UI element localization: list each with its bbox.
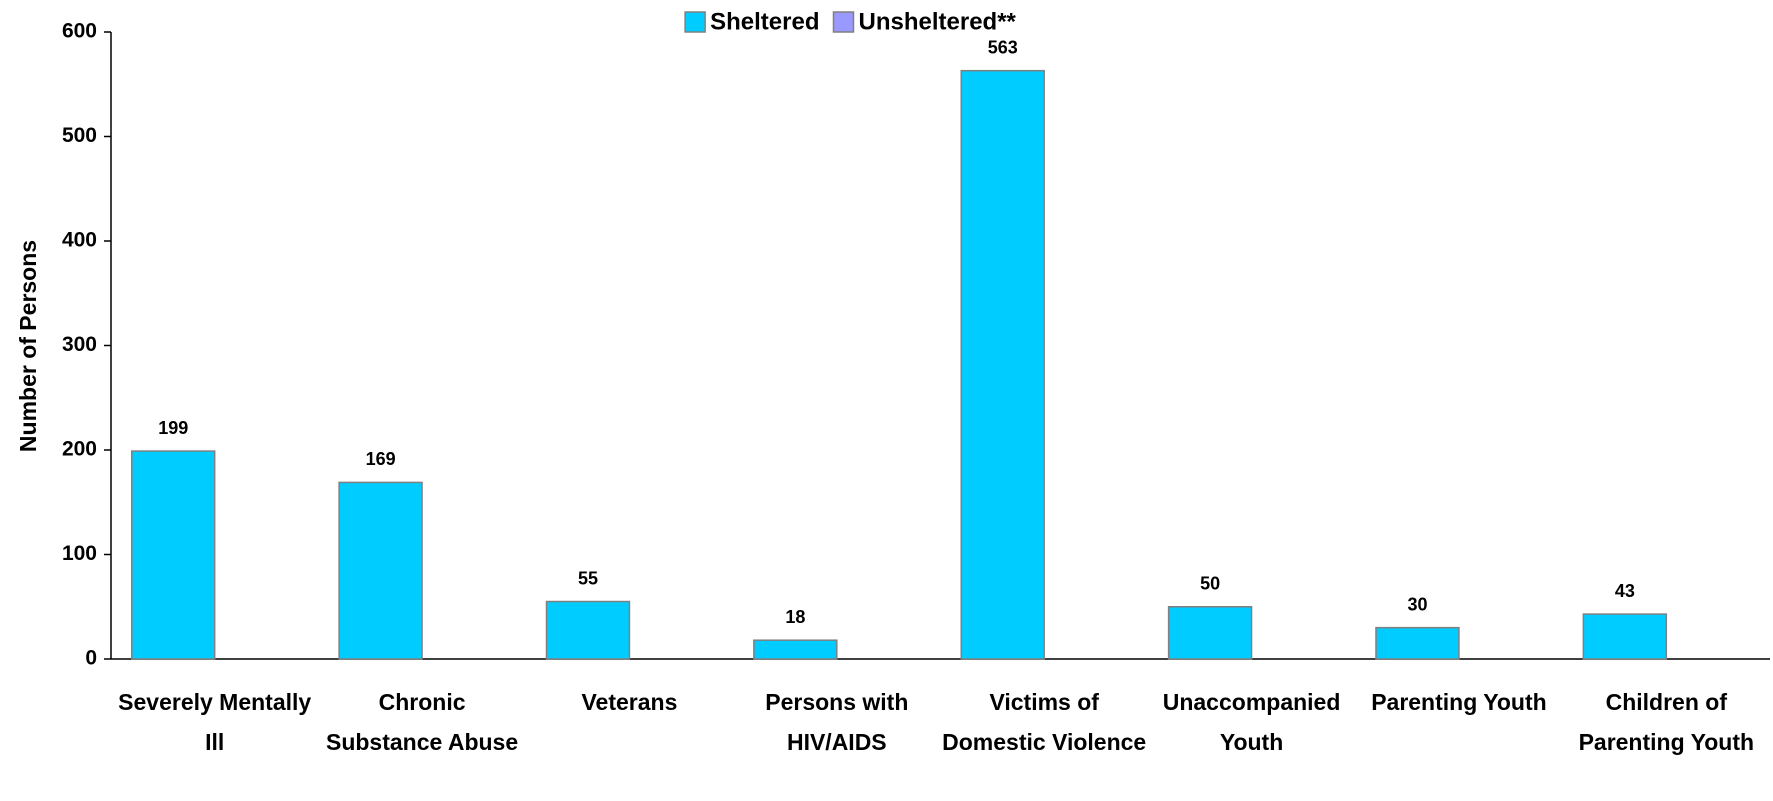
x-tick-label-line: Parenting Youth [1371, 689, 1547, 715]
value-label: 43 [1615, 581, 1635, 601]
y-tick-label: 500 [62, 124, 97, 147]
value-label: 18 [785, 607, 805, 627]
x-tick-label: Victims of Domestic Violence [942, 689, 1146, 755]
x-tick-label-line: HIV/AIDS [787, 729, 887, 755]
x-tick-label: Chronic Substance Abuse [326, 689, 518, 755]
x-tick-label: Parenting Youth [1371, 689, 1547, 715]
bar [1582, 613, 1668, 660]
x-tick-label-line: Veterans [581, 689, 677, 715]
x-tick-label-line: Domestic Violence [942, 729, 1146, 755]
legend-label: Unsheltered** [858, 8, 1016, 35]
bar [338, 481, 423, 660]
x-tick-label: Severely Mentally Ill [118, 689, 311, 755]
x-tick-label: Children of Parenting Youth [1579, 689, 1755, 755]
y-tick-label: 400 [62, 229, 97, 252]
legend-swatch [832, 11, 855, 33]
y-tick-label: 600 [62, 20, 97, 43]
y-tick-label: 100 [62, 542, 97, 565]
x-tick-label: Veterans [581, 689, 677, 715]
x-tick-label-line: Children of [1606, 689, 1728, 715]
x-tick-label-line: Persons with [765, 689, 908, 715]
x-tick-label-line: Youth [1220, 729, 1283, 755]
bar [545, 600, 631, 660]
y-tick-label: 300 [62, 333, 97, 356]
x-tick-label-line: Unaccompanied [1163, 689, 1341, 715]
value-label: 169 [366, 449, 396, 469]
y-tick-label: 0 [85, 647, 97, 670]
value-label: 30 [1407, 594, 1427, 614]
bar [130, 450, 216, 660]
bar [1167, 606, 1253, 660]
y-axis-label: Number of Persons [15, 240, 41, 452]
value-label: 563 [988, 37, 1018, 57]
bar [753, 639, 838, 660]
y-tick-label: 200 [62, 438, 97, 461]
x-tick-label-line: Substance Abuse [326, 729, 518, 755]
x-tick-label: Persons with HIV/AIDS [765, 689, 908, 755]
x-tick-label: Unaccompanied Youth [1163, 689, 1341, 755]
x-tick-label-line: Severely Mentally [118, 689, 311, 715]
x-tick-label-line: Chronic [379, 689, 466, 715]
x-tick-label-line: Ill [205, 729, 224, 755]
x-tick-label-line: Victims of [989, 689, 1099, 715]
value-label: 55 [578, 568, 598, 588]
bar [1375, 626, 1460, 660]
legend-swatch [684, 11, 706, 33]
value-label: 199 [158, 418, 188, 438]
x-tick-label-line: Parenting Youth [1579, 729, 1755, 755]
bar [960, 69, 1045, 660]
legend-label: Sheltered [710, 8, 819, 35]
legend: Sheltered Unsheltered** [684, 8, 1017, 35]
value-label: 50 [1200, 574, 1220, 594]
